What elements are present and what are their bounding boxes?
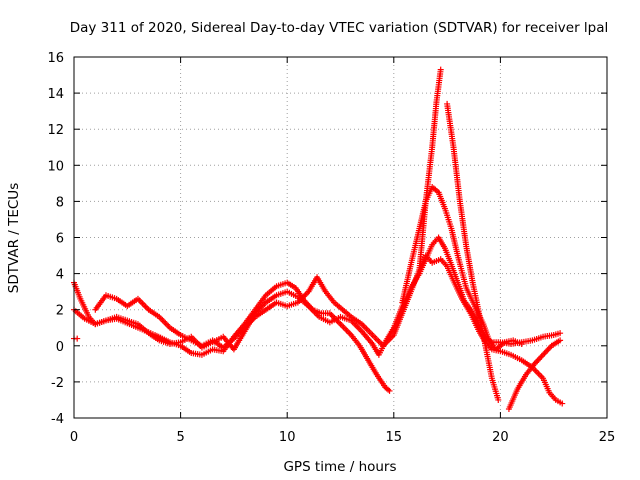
grid [74, 57, 607, 418]
y-tick-label: 10 [47, 159, 64, 174]
x-axis-label: GPS time / hours [283, 459, 396, 475]
data-point [437, 66, 444, 73]
y-tick-label: 14 [47, 87, 64, 102]
y-tick-label: 0 [56, 340, 64, 355]
data-point [495, 396, 502, 403]
data-point [518, 340, 525, 347]
x-tick-label: 10 [279, 430, 296, 445]
data-point [74, 335, 81, 342]
y-tick-label: 12 [47, 123, 64, 138]
x-tick-label: 0 [70, 430, 78, 445]
data-point [557, 330, 564, 337]
series-arc-7 [505, 337, 564, 412]
axis-ticks: 0 5 10 15 20 25 -4 -2 0 2 4 6 8 10 12 14 16 [47, 51, 615, 445]
data-point [557, 337, 564, 344]
y-tick-label: -4 [51, 412, 64, 427]
series-arc-6 [444, 100, 502, 403]
series-arc-5 [416, 66, 444, 273]
series-arc-8 [71, 335, 81, 342]
y-axis-label: SDTVAR / TECUs [6, 183, 22, 293]
series-arc-1 [71, 279, 393, 394]
x-tick-label: 15 [386, 430, 403, 445]
y-tick-label: 2 [56, 304, 64, 319]
y-tick-label: 4 [56, 268, 64, 283]
data-point [386, 387, 393, 394]
y-tick-label: 16 [47, 51, 64, 66]
data-series [71, 66, 566, 412]
data-point [559, 400, 566, 407]
series-arc-3 [92, 252, 566, 407]
chart-title: Day 311 of 2020, Sidereal Day-to-day VTE… [70, 20, 609, 36]
y-tick-label: -2 [51, 376, 64, 391]
x-tick-label: 5 [176, 430, 184, 445]
x-tick-label: 20 [492, 430, 509, 445]
x-tick-label: 25 [599, 430, 616, 445]
y-tick-label: 8 [56, 195, 64, 210]
y-tick-label: 6 [56, 232, 64, 247]
